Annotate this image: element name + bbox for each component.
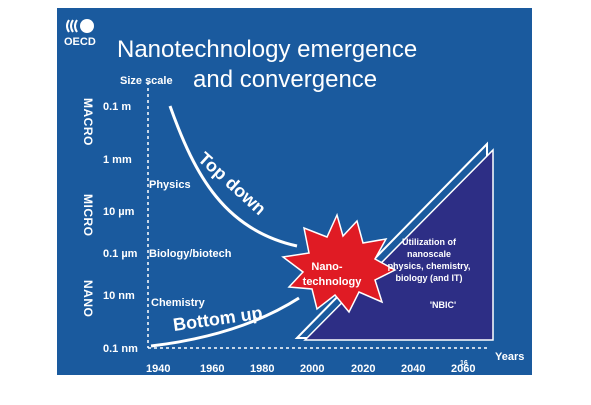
size-scale-label: Size scale bbox=[120, 75, 173, 87]
page-title-line-2: and convergence bbox=[193, 66, 378, 93]
nbic-label: 'NBIC' bbox=[430, 300, 456, 310]
triangle-text-line-1: Utilization of bbox=[402, 237, 457, 247]
size-tick-2: 10 µm bbox=[103, 206, 135, 218]
year-tick-2060: 2060 bbox=[451, 363, 476, 375]
bottom-up-curve bbox=[150, 296, 300, 348]
year-tick-1940: 1940 bbox=[146, 363, 171, 375]
year-tick-2000: 2000 bbox=[300, 363, 325, 375]
year-tick-1980: 1980 bbox=[250, 363, 275, 375]
triangle-text-line-4: biology (and IT) bbox=[396, 273, 463, 283]
size-tick-5: 0.1 nm bbox=[103, 343, 138, 355]
oecd-logo-mark bbox=[66, 19, 94, 33]
axis-category-nano: NANO bbox=[81, 280, 95, 318]
size-tick-0: 0.1 m bbox=[103, 101, 132, 113]
triangle-text-line-3: physics, chemistry, bbox=[388, 261, 471, 271]
axis-category-micro: MICRO bbox=[81, 194, 95, 237]
oecd-logo: OECD bbox=[63, 16, 107, 54]
slide: OECD Nanotechnology emergence and conver… bbox=[57, 8, 532, 375]
page-title-line-1: Nanotechnology emergence bbox=[117, 36, 418, 63]
oecd-logo-text: OECD bbox=[64, 36, 96, 48]
top-down-curve bbox=[168, 105, 298, 248]
year-tick-1960: 1960 bbox=[200, 363, 225, 375]
nano-burst bbox=[281, 212, 397, 314]
year-tick-2020: 2020 bbox=[351, 363, 376, 375]
size-tick-3: 0.1 µm bbox=[103, 248, 138, 260]
burst-label-line-2: technology bbox=[303, 276, 363, 288]
size-tick-1: 1 mm bbox=[103, 154, 132, 166]
bottom-up-label: Bottom up bbox=[172, 303, 264, 335]
burst-label-line-1: Nano- bbox=[311, 261, 343, 273]
triangle-text-line-2: nanoscale bbox=[407, 249, 451, 259]
year-tick-2040: 2040 bbox=[401, 363, 426, 375]
size-tick-4: 10 nm bbox=[103, 290, 135, 302]
domain-biology: Biology/biotech bbox=[149, 248, 232, 260]
domain-chemistry: Chemistry bbox=[151, 297, 205, 309]
diagram-graphics: Top down Bottom up Nano- technology Util… bbox=[147, 82, 494, 349]
page-number: 16 bbox=[460, 360, 468, 367]
years-axis-label: Years bbox=[495, 351, 525, 363]
domain-physics: Physics bbox=[149, 179, 191, 191]
axis-category-macro: MACRO bbox=[81, 98, 95, 146]
